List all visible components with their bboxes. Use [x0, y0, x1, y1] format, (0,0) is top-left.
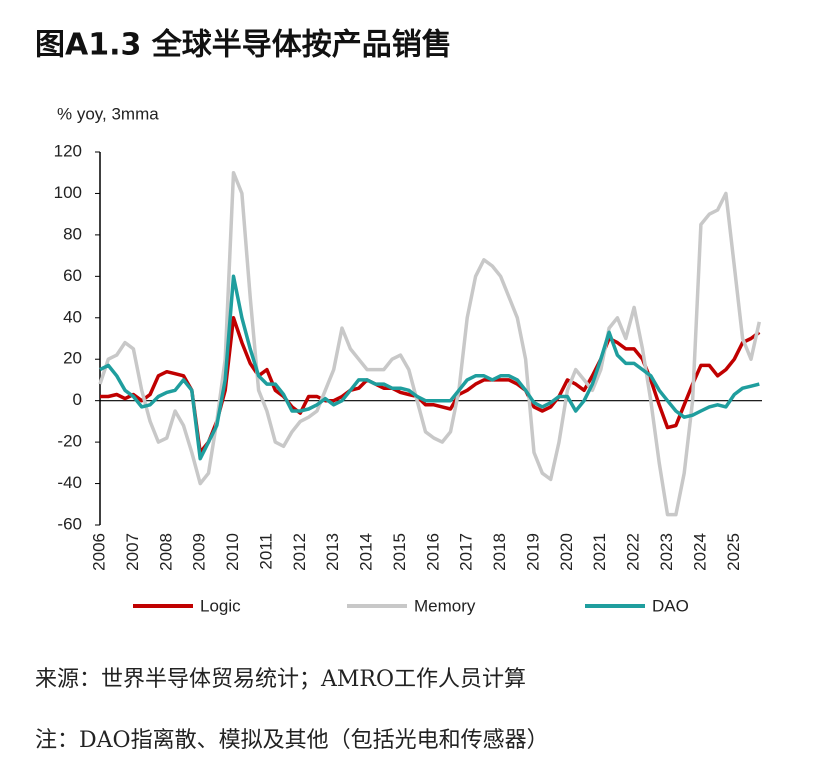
y-tick-label: 20	[63, 349, 82, 368]
x-tick-label: 2008	[156, 533, 175, 571]
y-tick-label: -20	[57, 432, 82, 451]
x-tick-label: 2009	[190, 533, 209, 571]
y-tick-label: 100	[54, 183, 82, 202]
y-tick-label: 60	[63, 266, 82, 285]
x-tick-label: 2017	[457, 533, 476, 571]
x-tick-label: 2025	[724, 533, 743, 571]
x-tick-label: 2015	[390, 533, 409, 571]
x-tick-label: 2010	[223, 533, 242, 571]
x-tick-label: 2018	[490, 533, 509, 571]
chart-title: 图A1.3 全球半导体按产品销售	[35, 28, 452, 63]
y-tick-label: 0	[73, 390, 82, 409]
x-tick-label: 2024	[690, 533, 709, 571]
legend-label: Memory	[414, 596, 476, 615]
y-tick-label: -40	[57, 473, 82, 492]
x-tick-label: 2021	[590, 533, 609, 571]
x-tick-label: 2023	[657, 533, 676, 571]
x-tick-label: 2020	[557, 533, 576, 571]
x-tick-label: 2013	[323, 533, 342, 571]
legend-label: Logic	[200, 596, 241, 615]
x-tick-label: 2006	[89, 533, 108, 571]
legend-label: DAO	[652, 596, 689, 615]
x-tick-label: 2011	[256, 533, 275, 570]
series-line	[99, 274, 760, 461]
y-axis-label: % yoy, 3mma	[57, 104, 159, 123]
y-tick-label: 120	[54, 141, 82, 160]
x-tick-label: 2014	[357, 533, 376, 571]
series-line	[100, 316, 761, 455]
series-line	[98, 170, 762, 517]
source: 来源：世界半导体贸易统计；AMRO工作人员计算	[35, 667, 526, 692]
x-tick-label: 2007	[123, 533, 142, 571]
note: 注：DAO指离散、模拟及其他（包括光电和传感器）	[35, 728, 549, 753]
y-tick-label: 80	[63, 224, 82, 243]
x-tick-label: 2022	[624, 533, 643, 571]
y-tick-label: -60	[57, 514, 82, 533]
x-tick-label: 2019	[523, 533, 542, 571]
x-tick-label: 2012	[290, 533, 309, 571]
y-tick-label: 40	[63, 307, 82, 326]
x-tick-label: 2016	[423, 533, 442, 571]
